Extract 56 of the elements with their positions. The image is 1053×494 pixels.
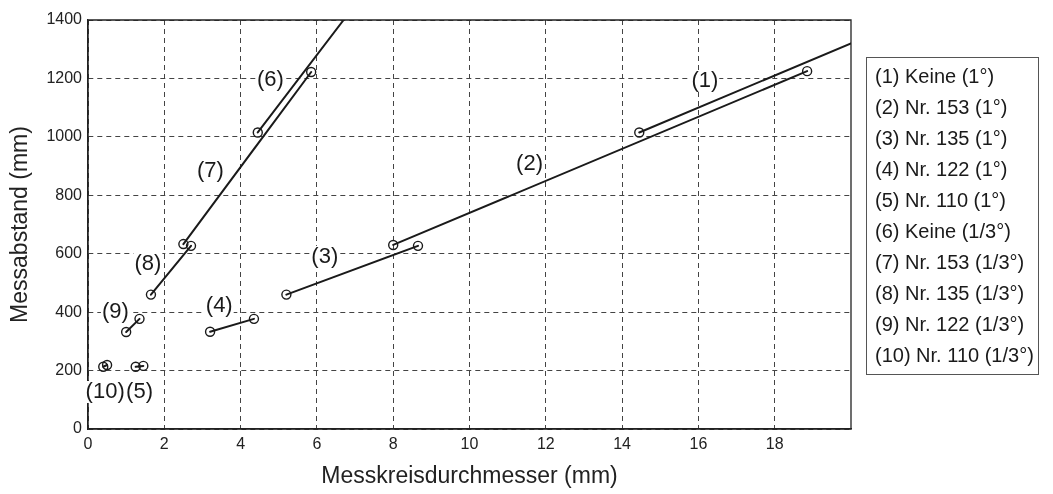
x-tick-label: 4 <box>236 435 246 453</box>
point <box>281 289 292 300</box>
point <box>130 361 141 372</box>
point <box>178 238 189 250</box>
text: (6) Keine (1/3°) <box>875 219 1012 244</box>
x-axis-title: Messkreisdurchmesser (mm) <box>321 461 618 488</box>
y-tick-label: 800 <box>55 185 83 203</box>
point <box>145 289 157 300</box>
y-tick-label: 1400 <box>46 10 83 28</box>
y-tick-label: 1200 <box>46 68 83 86</box>
text: (10) Nr. 110 (1/3°) <box>875 343 1034 368</box>
point <box>98 361 109 372</box>
x-tick-label: 10 <box>460 435 479 453</box>
point <box>120 326 132 338</box>
point <box>185 240 197 252</box>
point <box>204 326 216 337</box>
point <box>248 313 260 325</box>
point <box>412 240 424 252</box>
x-tick-label: 8 <box>388 435 398 453</box>
y-tick-label: 1000 <box>46 127 83 145</box>
point <box>388 239 399 251</box>
text: (3) Nr. 135 (1°) <box>875 126 1009 151</box>
text: (4) Nr. 122 (1°) <box>875 157 1009 182</box>
x-tick-label: 12 <box>536 435 555 453</box>
y-axis-title: Messabstand (mm) <box>6 126 33 323</box>
x-tick-label: 6 <box>312 435 322 453</box>
series-label: (8) <box>134 249 162 275</box>
text: (7) Nr. 153 (1/3°) <box>875 250 1026 275</box>
series-label: (9) <box>101 297 129 323</box>
text: (8) Nr. 135 (1/3°) <box>875 281 1026 306</box>
point <box>305 66 317 78</box>
y-tick-label: 200 <box>55 360 83 378</box>
series-label: (3) <box>311 242 339 268</box>
point <box>138 360 149 372</box>
series-label: (7) <box>197 156 224 182</box>
series-label: (10) <box>85 377 125 403</box>
y-tick-label: 400 <box>55 302 83 320</box>
text: (2) Nr. 153 (1°) <box>875 95 1009 120</box>
text: (1) Keine (1°) <box>875 64 996 89</box>
point <box>252 127 263 138</box>
series-label: (5) <box>126 378 153 404</box>
point <box>134 313 145 325</box>
point <box>801 65 813 77</box>
text: (9) Nr. 122 (1/3°) <box>875 312 1026 337</box>
y-tick-label: 600 <box>55 244 83 262</box>
series-label: (2) <box>516 149 543 175</box>
point <box>634 127 645 138</box>
x-tick-label: 14 <box>613 435 632 453</box>
series-label: (4) <box>205 292 233 318</box>
x-tick-label: 18 <box>765 435 784 453</box>
y-tick-label: 0 <box>73 419 83 437</box>
x-tick-label: 2 <box>159 435 169 453</box>
x-tick-label: 16 <box>689 435 708 453</box>
series-label: (1) <box>691 67 719 93</box>
text: (5) Nr. 110 (1°) <box>875 188 1007 213</box>
series-label: (6) <box>256 65 284 91</box>
